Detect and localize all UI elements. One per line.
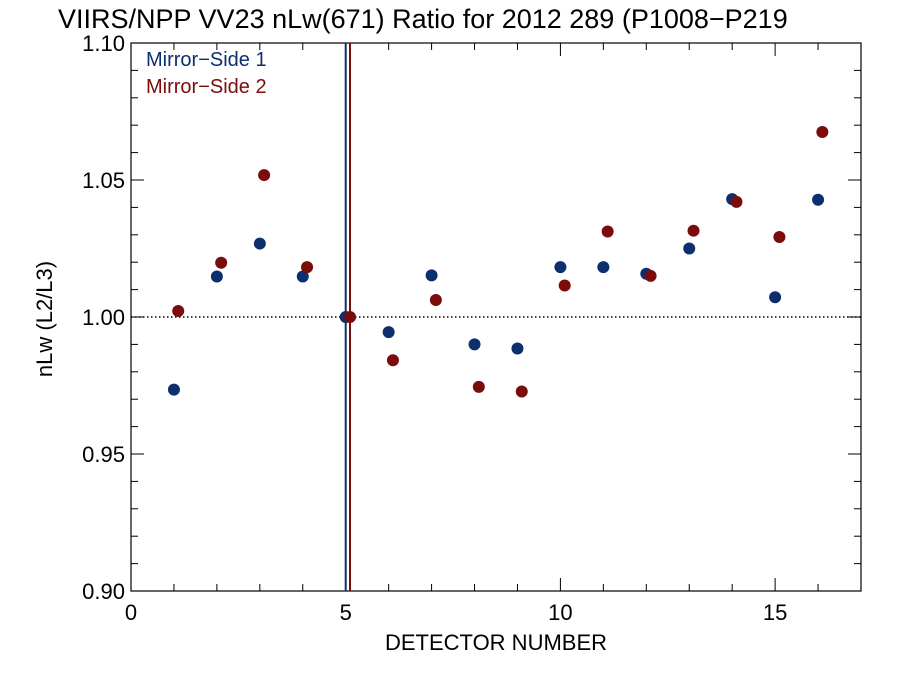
data-point-series-1 (253, 237, 266, 250)
data-point-series-1 (425, 269, 438, 282)
data-point-series-2 (429, 294, 442, 307)
legend-entry: Mirror−Side 1 (146, 49, 267, 71)
data-point-series-1 (554, 261, 567, 274)
data-point-series-1 (382, 326, 395, 339)
data-point-series-2 (644, 269, 657, 282)
y-tick-label: 1.00 (82, 305, 125, 330)
data-point-series-1 (210, 270, 223, 283)
data-point-series-2 (601, 225, 614, 238)
legend: Mirror−Side 1 Mirror−Side 2 (146, 49, 267, 98)
data-point-series-2 (172, 304, 185, 317)
axes: 0 5 10 15 0.90 0.95 1.00 1.05 1.10 (82, 31, 862, 625)
x-axis-label: DETECTOR NUMBER (385, 630, 607, 655)
x-tick-label: 5 (340, 600, 352, 625)
data-point-series-2 (472, 380, 485, 393)
y-tick-label: 1.10 (82, 31, 125, 56)
data-point-series-2 (558, 279, 571, 292)
data-point-series-1 (597, 261, 610, 274)
data-points (167, 126, 829, 398)
y-tick-label: 0.95 (82, 442, 125, 467)
data-point-series-2 (344, 311, 356, 323)
x-tick-label: 15 (763, 600, 787, 625)
data-point-series-2 (687, 224, 700, 237)
data-point-series-2 (773, 230, 786, 243)
x-tick-label: 10 (548, 600, 572, 625)
data-point-series-2 (515, 385, 528, 398)
data-point-series-1 (769, 291, 782, 304)
chart-title: VIIRS/NPP VV23 nLw(671) Ratio for 2012 2… (58, 4, 788, 34)
data-point-series-2 (386, 354, 399, 367)
data-point-series-2 (258, 169, 271, 182)
data-point-series-1 (683, 242, 696, 255)
data-point-series-1 (167, 383, 180, 396)
data-point-series-1 (511, 342, 524, 355)
x-tick-label: 0 (125, 600, 137, 625)
data-point-series-1 (296, 270, 309, 283)
y-axis-label: nLw (L2/L3) (32, 261, 57, 377)
data-point-series-2 (215, 256, 228, 269)
y-tick-label: 0.90 (82, 579, 125, 604)
data-point-series-2 (730, 195, 743, 208)
data-point-series-1 (812, 193, 825, 206)
y-tick-label: 1.05 (82, 168, 125, 193)
data-point-series-2 (816, 126, 829, 139)
data-point-series-2 (301, 261, 314, 274)
legend-entry: Mirror−Side 2 (146, 76, 267, 98)
data-point-series-1 (468, 338, 481, 351)
